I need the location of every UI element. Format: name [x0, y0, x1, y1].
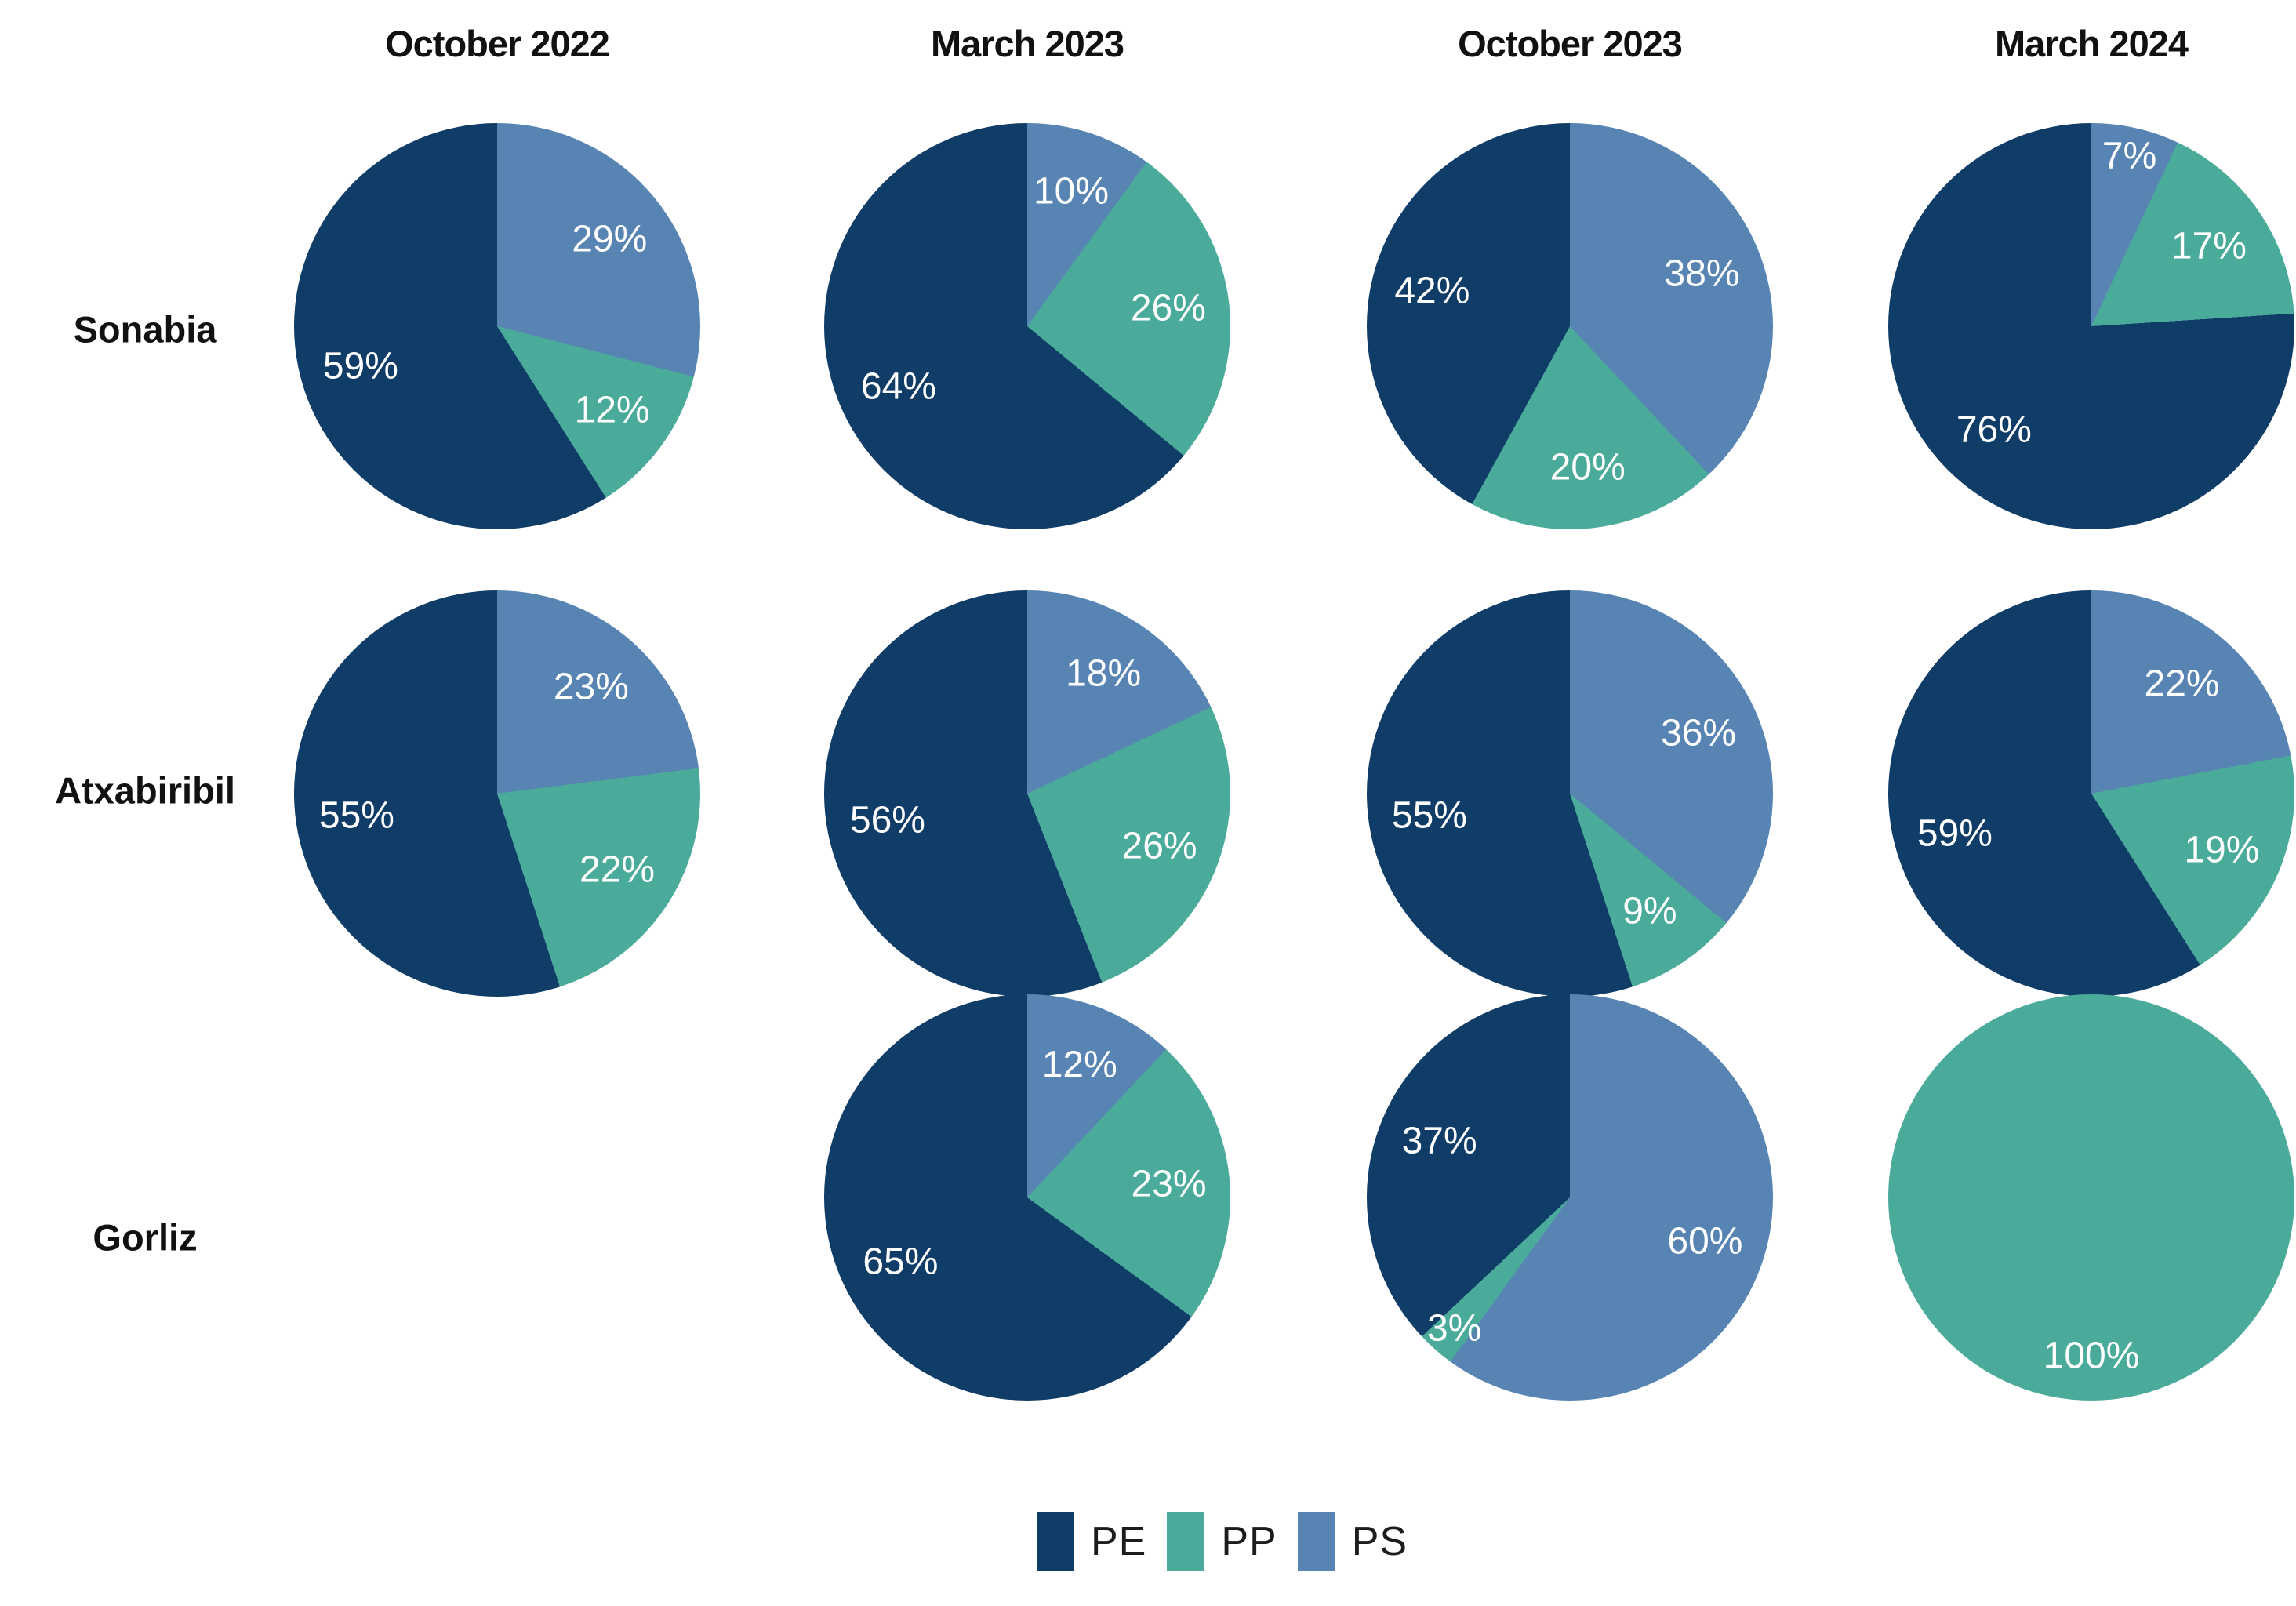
slice-label-ps: 36%	[1660, 712, 1737, 754]
row-label-sonabia: Sonabia	[73, 308, 217, 351]
pie-atxabiribil-october-2023: 36% 9% 55%	[1367, 590, 1773, 997]
legend-item-pp: PP	[1167, 1512, 1277, 1571]
pie-atxabiribil-october-2022: 23% 22% 55%	[294, 590, 700, 997]
legend-item-ps: PS	[1297, 1512, 1408, 1571]
pie-sonabia-october-2022: 29% 12% 59%	[294, 123, 700, 529]
slice-label-pp: 23%	[1131, 1163, 1207, 1205]
column-header-october-2023: October 2023	[1458, 23, 1683, 64]
slice-label-pp: 100%	[2043, 1335, 2140, 1377]
slice-label-pe: 56%	[849, 799, 925, 841]
slice-label-pp: 19%	[2184, 829, 2260, 871]
pie-gorliz-march-2024: 100%	[1888, 994, 2294, 1401]
legend-item-pe: PE	[1037, 1512, 1146, 1571]
pie-sonabia-october-2023: 38% 20% 42%	[1367, 123, 1773, 529]
slice-label-pe: 76%	[1956, 409, 2032, 451]
pie-atxabiribil-march-2023: 18% 26% 56%	[824, 590, 1230, 997]
slice-label-pp: 3%	[1427, 1307, 1482, 1350]
slice-label-pe: 37%	[1401, 1120, 1477, 1162]
slice-label-pe: 55%	[318, 794, 394, 837]
row-label-gorliz: Gorliz	[93, 1216, 198, 1259]
slice-label-ps: 23%	[553, 666, 629, 708]
slice-label-pe: 64%	[860, 365, 936, 408]
legend-swatch-pp	[1167, 1512, 1204, 1571]
slice-label-pp: 12%	[574, 389, 650, 431]
pie-atxabiribil-march-2024: 22% 19% 59%	[1888, 590, 2294, 997]
slice-label-pe: 59%	[1916, 812, 1993, 855]
legend-label-pp: PP	[1221, 1519, 1277, 1564]
row-label-atxabiribil: Atxabiribil	[55, 769, 235, 812]
legend-label-pe: PE	[1091, 1519, 1147, 1564]
slice-label-ps: 22%	[2144, 663, 2220, 705]
legend: PE PP PS	[1037, 1512, 1428, 1571]
slice-label-ps: 60%	[1667, 1220, 1743, 1263]
slice-label-pe: 65%	[863, 1241, 939, 1283]
slice-label-pp: 22%	[579, 848, 656, 891]
slice-label-pe: 55%	[1391, 794, 1467, 837]
slice-label-pe: 42%	[1394, 270, 1470, 312]
slice-label-ps: 10%	[1033, 170, 1110, 213]
column-header-october-2022: October 2022	[385, 23, 610, 64]
slice-label-pe: 59%	[322, 345, 398, 387]
pie-gorliz-october-2023: 60% 3% 37%	[1367, 994, 1773, 1401]
slice-label-pp: 26%	[1130, 287, 1206, 329]
pie-sonabia-march-2024: 7% 17% 76%	[1888, 123, 2294, 529]
slice-label-pp: 17%	[2171, 225, 2247, 267]
legend-swatch-pe	[1037, 1512, 1074, 1571]
slice-label-ps: 7%	[2102, 135, 2157, 177]
slice-label-pp: 9%	[1622, 890, 1677, 932]
column-header-march-2023: March 2023	[930, 23, 1124, 64]
slice-label-ps: 18%	[1066, 652, 1142, 695]
column-header-march-2024: March 2024	[1994, 23, 2189, 64]
pie-sonabia-march-2023: 10% 26% 64%	[824, 123, 1230, 529]
slice-label-pp: 26%	[1121, 825, 1197, 867]
legend-swatch-ps	[1297, 1512, 1335, 1571]
legend-label-ps: PS	[1351, 1519, 1408, 1564]
slice-label-ps: 38%	[1664, 253, 1740, 295]
slice-label-pp: 20%	[1549, 446, 1626, 489]
slice-label-ps: 12%	[1041, 1044, 1117, 1086]
pie-gorliz-march-2023: 12% 23% 65%	[824, 994, 1230, 1401]
slice-label-ps: 29%	[572, 218, 648, 260]
